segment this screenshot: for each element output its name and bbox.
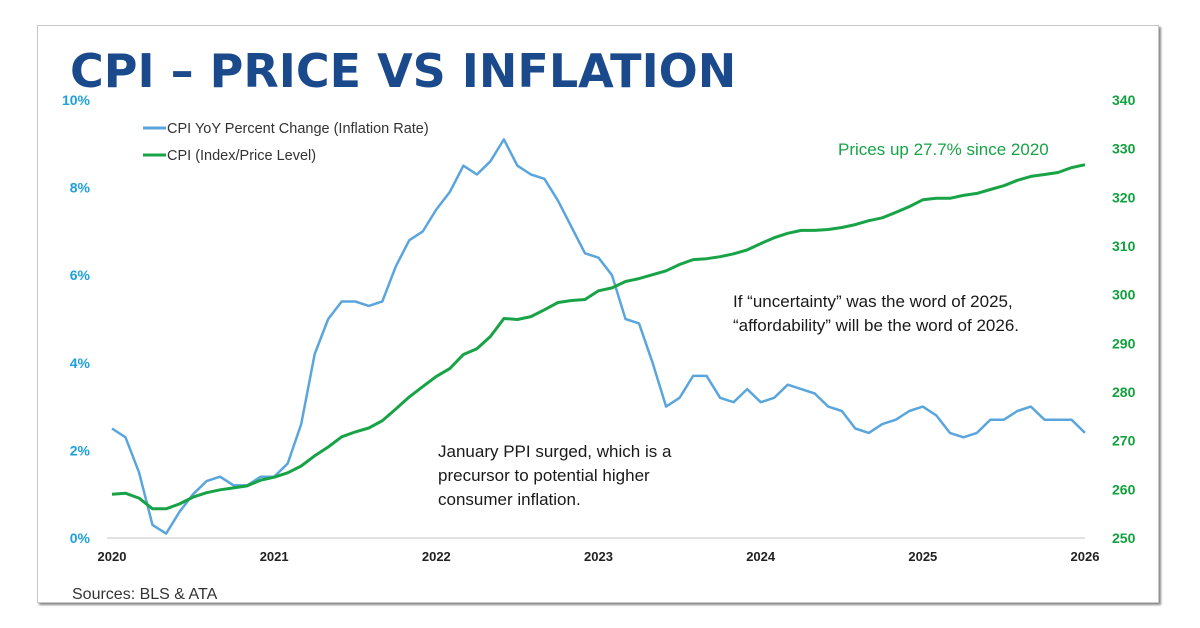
right-axis-tick-label: 310: [1112, 238, 1136, 254]
right-axis-tick-label: 330: [1112, 141, 1136, 157]
x-axis-tick-label: 2024: [746, 549, 776, 564]
x-axis-tick-label: 2020: [98, 549, 127, 564]
legend-label: CPI YoY Percent Change (Inflation Rate): [167, 121, 429, 137]
page-title: CPI – PRICE VS INFLATION: [70, 44, 737, 98]
left-axis-tick-label: 10%: [62, 92, 91, 108]
right-axis-tick-label: 250: [1112, 530, 1136, 546]
right-axis-tick-label: 280: [1112, 384, 1136, 400]
left-axis-tick-label: 4%: [70, 355, 91, 371]
chart-frame: [37, 25, 1159, 603]
cpi-index-line: [111, 163, 1086, 511]
source-note: Sources: BLS & ATA: [72, 586, 218, 603]
right-axis-tick-label: 300: [1112, 287, 1136, 303]
x-axis-tick-label: 2023: [584, 549, 613, 564]
right-axis-tick-label: 270: [1112, 433, 1136, 449]
left-axis-tick-label: 8%: [70, 180, 91, 196]
prices-annotation: Prices up 27.7% since 2020: [838, 140, 1049, 159]
x-axis-tick-label: 2022: [422, 549, 451, 564]
x-axis-tick-label: 2026: [1071, 549, 1100, 564]
x-axis-tick-label: 2021: [260, 549, 289, 564]
right-axis-tick-label: 260: [1112, 481, 1136, 497]
right-axis-tick-label: 290: [1112, 335, 1136, 351]
x-axis-tick-label: 2025: [908, 549, 937, 564]
right-axis-tick-label: 320: [1112, 189, 1136, 205]
left-axis-tick-label: 0%: [70, 530, 91, 546]
ppi-annotation: January PPI surged, which is a precursor…: [438, 442, 672, 509]
uncertainty-annotation: If “uncertainty” was the word of 2025, “…: [733, 292, 1020, 335]
right-axis-tick-label: 340: [1112, 92, 1136, 108]
left-axis-tick-label: 6%: [70, 267, 91, 283]
legend-label: CPI (Index/Price Level): [167, 148, 316, 164]
left-axis-tick-label: 2%: [70, 442, 91, 458]
